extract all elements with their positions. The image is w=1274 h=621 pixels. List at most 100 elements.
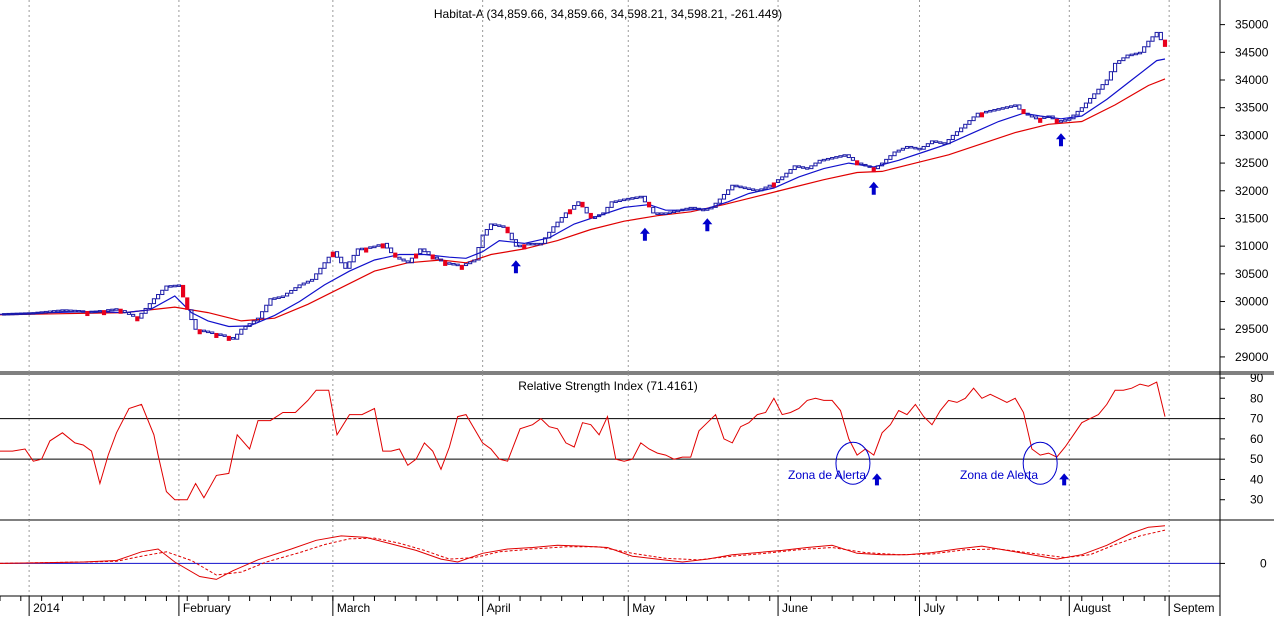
oscillator-y-tick-label: 0 (1260, 556, 1267, 570)
price-bar-up (1108, 71, 1113, 81)
price-bar-up (501, 225, 506, 228)
price-bar-up (642, 195, 647, 203)
price-bar-down (330, 251, 335, 258)
price-bar-up (904, 145, 910, 149)
price-bar-up (484, 229, 489, 236)
price-bar-up (896, 149, 901, 153)
price-bar-up (293, 287, 298, 291)
price-bar-up (10, 312, 15, 316)
price-bar-up (359, 247, 365, 251)
price-bar-up (318, 267, 323, 275)
price-bar-up (709, 206, 714, 210)
price-bar-up (796, 165, 801, 168)
alert-zone-circle (835, 441, 871, 485)
time-tick-label: Septem (1173, 601, 1214, 615)
price-bar-up (601, 212, 606, 216)
price-bar-up (397, 256, 402, 260)
price-y-tick-label: 32500 (1235, 156, 1269, 170)
oscillator-panel: 0 (0, 519, 1274, 596)
price-bar-up (1100, 84, 1105, 90)
alert-arrow (1059, 473, 1070, 486)
price-bar-up (547, 231, 552, 239)
price-bar-up (472, 259, 477, 263)
price-bar-up (792, 165, 797, 171)
price-bar-up (746, 187, 752, 190)
price-bar-up (1079, 107, 1084, 112)
price-bar-up (1133, 52, 1138, 56)
price-bar-up (93, 310, 98, 314)
price-bar-up (47, 310, 53, 314)
price-bar-up (1017, 104, 1022, 110)
price-bar-up (289, 289, 294, 294)
price-y-axis: 29000 29500 30000 30500 31000 31500 32000 32500… (1220, 18, 1269, 364)
price-bar-up (351, 254, 356, 263)
price-bar-up (1129, 53, 1134, 57)
rsi-y-tick-label: 70 (1250, 412, 1264, 426)
price-bar-up (759, 188, 764, 192)
rsi-y-tick-label: 60 (1250, 432, 1264, 446)
price-bar-up (909, 145, 914, 149)
price-bar-up (72, 309, 77, 313)
price-bar-up (996, 108, 1001, 111)
price-bar-up (630, 197, 635, 200)
rsi-y-tick-label: 30 (1250, 493, 1264, 507)
price-bar-up (493, 223, 498, 226)
price-bar-up (938, 141, 943, 144)
price-bar-up (696, 207, 702, 211)
price-bar-down (871, 167, 876, 173)
price-bar-up (830, 157, 835, 160)
price-bar-up (76, 310, 82, 313)
time-tick-label: May (632, 601, 655, 615)
price-bar-up (251, 320, 256, 325)
price-bar-up (126, 312, 132, 315)
price-bar-down (118, 308, 123, 314)
price-bar-up (763, 186, 768, 190)
price-marks (0, 31, 1168, 341)
price-bar-up (850, 157, 856, 161)
alert-arrow (871, 473, 882, 486)
price-bar-up (172, 284, 177, 288)
price-bar-up (339, 256, 344, 264)
price-bar-up (272, 297, 277, 300)
rsi-y-tick-label: 40 (1250, 472, 1264, 486)
price-bar-up (659, 212, 664, 215)
price-bar-up (684, 207, 689, 211)
price-y-tick-label: 30500 (1235, 267, 1269, 281)
price-bar-up (376, 244, 381, 247)
price-bar-down (85, 311, 90, 317)
price-bar-up (805, 167, 810, 170)
price-bar-up (389, 247, 394, 254)
price-bar-up (1075, 110, 1080, 116)
price-bar-up (742, 186, 747, 190)
price-bar-down (1054, 118, 1059, 124)
price-bar-up (509, 232, 514, 241)
time-tick-label: April (487, 601, 511, 615)
price-bar-up (992, 109, 997, 112)
price-bar-up (1088, 97, 1093, 104)
price-bar-up (143, 307, 148, 314)
price-bar-up (971, 116, 976, 122)
price-bar-up (451, 262, 456, 266)
price-bar-up (355, 248, 360, 256)
time-tick-label: June (782, 601, 808, 615)
rsi-y-tick-label: 80 (1250, 391, 1264, 405)
price-bar-up (164, 285, 169, 291)
price-bar-down (588, 212, 593, 219)
price-bar-down (197, 329, 202, 335)
price-bar-up (210, 331, 215, 334)
price-y-tick-label: 32000 (1235, 184, 1269, 198)
price-bar-up (1000, 107, 1005, 110)
price-bar-up (1142, 46, 1147, 53)
price-bar-up (929, 140, 935, 145)
price-bar-up (247, 323, 252, 327)
price-bar-up (821, 158, 826, 162)
price-bar-up (592, 216, 598, 219)
price-bar-up (917, 147, 922, 151)
buy-signal-arrow (510, 260, 521, 274)
price-bar-up (613, 200, 618, 203)
price-bar-up (2, 313, 7, 316)
price-bar-up (655, 212, 660, 215)
price-bar-up (6, 312, 11, 316)
price-bar-up (81, 310, 86, 313)
oscillator-grid (28, 520, 1170, 596)
